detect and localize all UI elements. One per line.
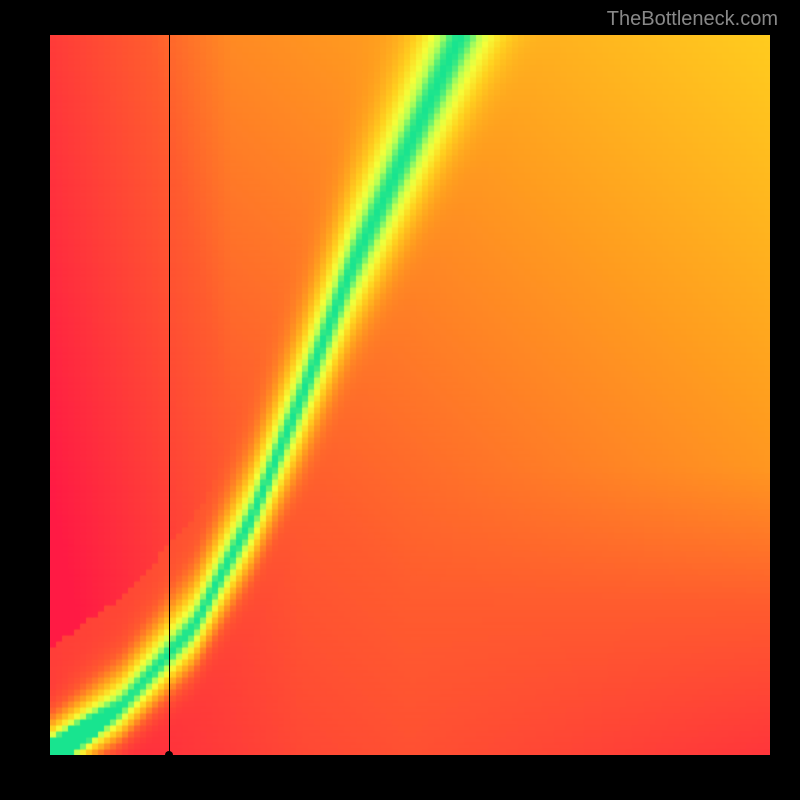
crosshair-horizontal	[50, 755, 770, 756]
chart-container: TheBottleneck.com	[0, 0, 800, 800]
heatmap-canvas	[50, 35, 770, 755]
attribution-text: TheBottleneck.com	[607, 8, 778, 31]
heatmap-plot	[50, 35, 770, 755]
crosshair-vertical	[169, 35, 170, 755]
crosshair-marker	[165, 751, 173, 759]
